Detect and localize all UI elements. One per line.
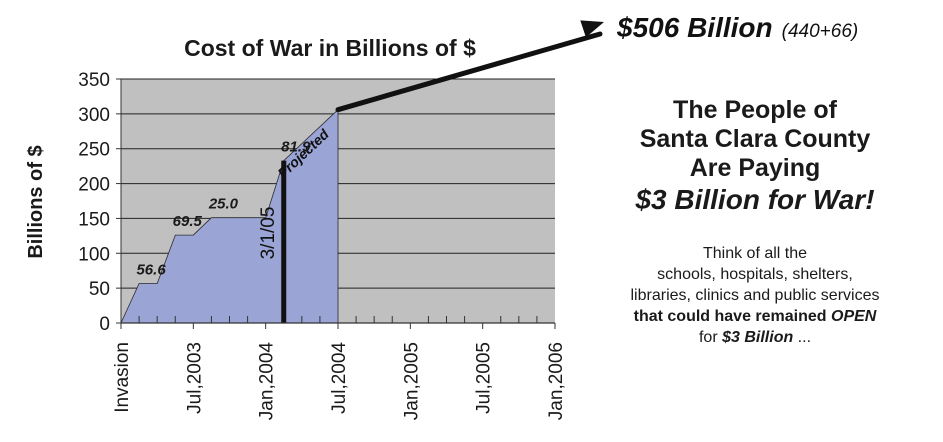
x-tick-label: Jul,2005 [474, 342, 495, 414]
headline-line-1: The People of [673, 96, 837, 124]
callout-amount: $506 Billion [616, 12, 773, 43]
increment-label: 25.0 [208, 196, 239, 213]
y-tick-label: 100 [78, 244, 110, 265]
x-tick-label: Jul,2004 [329, 342, 350, 414]
y-tick-label: 300 [78, 105, 110, 126]
callout-arrow-head [580, 20, 604, 38]
x-tick-label: Jan,2006 [546, 342, 567, 420]
chart-title: Cost of War in Billions of $ [184, 35, 476, 61]
y-tick-label: 250 [78, 140, 110, 161]
date-marker-label: 3/1/05 [258, 207, 279, 260]
for-word: for [698, 329, 723, 346]
x-tick-label: Invasion [112, 342, 133, 413]
increment-label: 56.6 [136, 262, 166, 279]
y-tick-label: 150 [78, 209, 110, 230]
headline-line-3: Are Paying [689, 154, 821, 182]
body-line-3: libraries, clinics and public services [630, 287, 880, 304]
open-word: OPEN [831, 308, 877, 325]
headline-emphasis: $3 Billion for War! [635, 184, 875, 215]
headline-line-2: Santa Clara County [639, 125, 871, 153]
side-panel: The People of Santa Clara County Are Pay… [575, 96, 935, 348]
increment-label: 69.5 [173, 213, 203, 230]
y-axis-label: Billions of $ [25, 145, 47, 258]
for-amount: $3 Billion [722, 329, 794, 346]
increment-label: 81.9 [281, 139, 311, 156]
open-prefix: that could have remained [633, 308, 832, 325]
callout-detail: (440+66) [782, 21, 859, 42]
increment-labels: 56.6 69.5 25.0 81.9 [136, 139, 311, 279]
y-tick-labels: 0 50 100 150 200 250 300 350 [78, 70, 121, 335]
side-body-text: Think of all the schools, hospitals, she… [575, 243, 935, 348]
y-tick-label: 0 [99, 314, 110, 335]
body-line-1: Think of all the [702, 245, 808, 262]
y-tick-label: 50 [89, 279, 110, 300]
x-tick-label: Jan,2005 [401, 342, 422, 420]
y-tick-label: 350 [78, 70, 110, 91]
body-line-5: for $3 Billion ... [575, 327, 935, 348]
callout-arrow-line [335, 31, 603, 113]
x-tick-label: Jul,2003 [184, 342, 205, 414]
callout-text: $506 Billion (440+66) [616, 12, 858, 43]
body-line-4: that could have remained OPEN [575, 306, 935, 327]
x-tick-label: Jan,2004 [257, 342, 278, 421]
ellipsis: ... [793, 329, 812, 346]
x-tick-labels: Invasion Jul,2003 Jan,2004 Jul,2004 Jan,2005… [112, 323, 567, 420]
y-tick-label: 200 [78, 175, 110, 196]
body-line-2: schools, hospitals, shelters, [657, 266, 853, 283]
